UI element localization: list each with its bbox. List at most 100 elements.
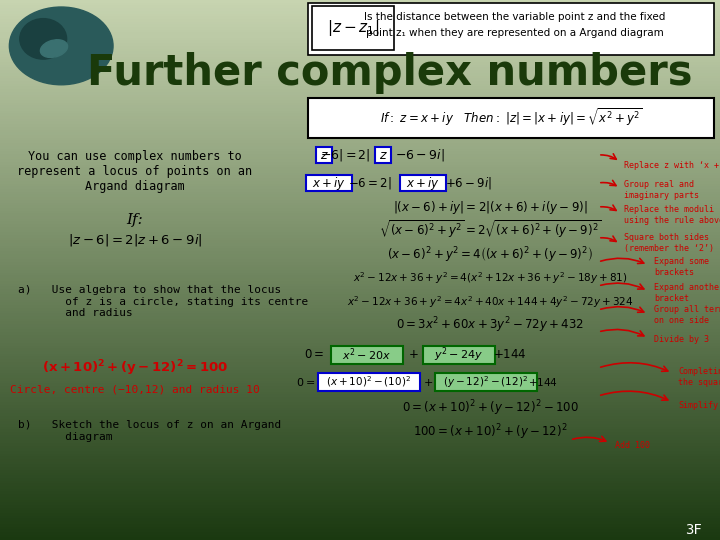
Bar xyxy=(0,459,720,462)
Bar xyxy=(0,432,720,435)
Bar xyxy=(0,292,720,294)
Bar xyxy=(0,73,720,76)
Bar xyxy=(0,251,720,254)
Bar xyxy=(0,167,720,170)
Bar xyxy=(0,35,720,38)
Text: Replace z with ‘x + iy’: Replace z with ‘x + iy’ xyxy=(624,160,720,170)
Bar xyxy=(0,103,720,105)
Bar xyxy=(0,192,720,194)
Text: $y^2 - 24y$: $y^2 - 24y$ xyxy=(434,346,484,365)
Bar xyxy=(0,81,720,84)
Bar xyxy=(0,124,720,127)
Text: $\mathbf{(x+10)^2+(y-12)^2=100}$: $\mathbf{(x+10)^2+(y-12)^2=100}$ xyxy=(42,358,228,378)
Text: a)   Use algebra to show that the locus
       of z is a circle, stating its cen: a) Use algebra to show that the locus of… xyxy=(18,285,308,318)
Bar xyxy=(0,273,720,275)
FancyBboxPatch shape xyxy=(435,373,537,391)
Bar xyxy=(0,68,720,70)
Bar xyxy=(0,148,720,151)
Bar xyxy=(0,486,720,489)
Bar xyxy=(0,54,720,57)
Bar xyxy=(0,240,720,243)
Bar xyxy=(0,332,720,335)
Bar xyxy=(0,100,720,103)
Text: $100=(x+10)^2+(y-12)^2$: $100=(x+10)^2+(y-12)^2$ xyxy=(413,422,567,442)
Bar xyxy=(0,373,720,375)
Text: $|(x-6)+iy| = 2|(x+6)+i(y-9)|$: $|(x-6)+iy| = 2|(x+6)+i(y-9)|$ xyxy=(392,199,588,215)
Bar xyxy=(0,105,720,108)
Bar xyxy=(0,348,720,351)
Text: If:: If: xyxy=(127,213,143,227)
Bar xyxy=(0,189,720,192)
Text: $(x-6)^2+y^2=4\left((x+6)^2+(y-9)^2\right)$: $(x-6)^2+y^2=4\left((x+6)^2+(y-9)^2\righ… xyxy=(387,245,593,265)
Bar xyxy=(0,429,720,432)
Text: $\sqrt{(x-6)^2+y^2}=2\sqrt{(x+6)^2+(y-9)^2}$: $\sqrt{(x-6)^2+y^2}=2\sqrt{(x+6)^2+(y-9)… xyxy=(379,219,601,241)
Bar xyxy=(0,456,720,459)
Bar xyxy=(0,224,720,227)
Bar xyxy=(0,448,720,451)
Bar xyxy=(0,221,720,224)
Bar xyxy=(0,378,720,381)
Bar xyxy=(0,86,720,89)
Bar xyxy=(0,319,720,321)
Bar xyxy=(0,394,720,397)
Bar xyxy=(0,138,720,140)
Bar xyxy=(0,246,720,248)
Bar xyxy=(0,146,720,148)
Bar xyxy=(0,294,720,297)
Bar xyxy=(0,216,720,219)
Bar xyxy=(0,410,720,413)
Bar xyxy=(0,130,720,132)
Bar xyxy=(0,505,720,508)
Text: Group real and
imaginary parts: Group real and imaginary parts xyxy=(624,180,699,200)
Text: $|z - 6| = 2|z + 6 - 9i|$: $|z - 6| = 2|z + 6 - 9i|$ xyxy=(68,232,202,248)
Bar xyxy=(0,500,720,502)
Bar xyxy=(0,289,720,292)
Bar xyxy=(0,49,720,51)
Text: point z₁ when they are represented on a Argand diagram: point z₁ when they are represented on a … xyxy=(366,28,664,38)
Bar xyxy=(0,489,720,491)
Bar xyxy=(0,154,720,157)
Text: Circle, centre (−10,12) and radius 10: Circle, centre (−10,12) and radius 10 xyxy=(10,385,260,395)
Text: Completing
the square: Completing the square xyxy=(678,367,720,387)
Bar xyxy=(0,30,720,32)
Text: $x+iy$: $x+iy$ xyxy=(406,174,440,192)
Bar xyxy=(0,491,720,494)
Bar xyxy=(0,213,720,216)
Bar xyxy=(0,135,720,138)
Bar xyxy=(0,140,720,143)
Text: 3F: 3F xyxy=(685,523,702,537)
Text: $+$: $+$ xyxy=(408,348,418,361)
Text: $0=(x+10)^2+(y-12)^2-100$: $0=(x+10)^2+(y-12)^2-100$ xyxy=(402,398,578,418)
Bar xyxy=(0,370,720,373)
Bar xyxy=(0,165,720,167)
Bar xyxy=(0,256,720,259)
Bar xyxy=(0,27,720,30)
FancyBboxPatch shape xyxy=(316,147,332,163)
Bar xyxy=(0,181,720,184)
Bar xyxy=(0,413,720,416)
Bar xyxy=(0,392,720,394)
Bar xyxy=(0,14,720,16)
Bar xyxy=(0,400,720,402)
Bar xyxy=(0,143,720,146)
Bar xyxy=(0,51,720,54)
Bar xyxy=(0,248,720,251)
Bar xyxy=(0,132,720,135)
Bar xyxy=(0,443,720,445)
Text: $(x+10)^2-(10)^2$: $(x+10)^2-(10)^2$ xyxy=(326,375,412,389)
Bar xyxy=(0,526,720,529)
Text: $+ 144$: $+ 144$ xyxy=(493,348,527,361)
Text: $0 = $: $0 = $ xyxy=(297,376,315,388)
Bar xyxy=(0,475,720,478)
Bar xyxy=(0,40,720,43)
Bar xyxy=(0,316,720,319)
Text: You can use complex numbers to
represent a locus of points on an
Argand diagram: You can use complex numbers to represent… xyxy=(17,150,253,193)
Bar xyxy=(0,157,720,159)
Bar xyxy=(0,32,720,35)
Bar xyxy=(0,230,720,232)
Text: $x^2 - 20x$: $x^2 - 20x$ xyxy=(343,347,392,363)
Bar xyxy=(0,308,720,310)
Bar xyxy=(0,62,720,65)
FancyBboxPatch shape xyxy=(308,98,714,138)
Bar xyxy=(0,389,720,392)
